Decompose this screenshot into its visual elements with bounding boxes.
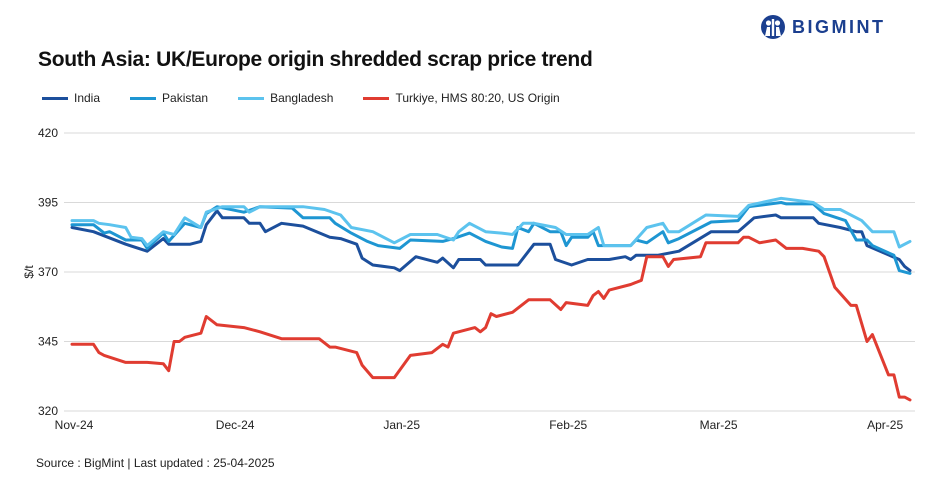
series-line-turkiye — [70, 235, 912, 402]
legend-item-india: India — [42, 91, 100, 105]
legend-label: Pakistan — [162, 91, 209, 105]
bigmint-logo-text: BIGMINT — [792, 16, 886, 37]
legend-item-turkiye: Turkiye, HMS 80:20, US Origin — [363, 91, 560, 105]
legend-swatch — [238, 96, 265, 100]
legend-item-pakistan: Pakistan — [130, 91, 208, 105]
y-tick-label: 345 — [38, 335, 58, 349]
gridlines — [64, 132, 915, 412]
x-tick-label: Apr-25 — [867, 418, 903, 432]
x-tick-label: Nov-24 — [55, 418, 94, 432]
x-tick-label: Mar-25 — [700, 418, 738, 432]
series-line-india — [70, 209, 912, 273]
y-tick-label: 395 — [38, 196, 58, 210]
x-tick-label: Feb-25 — [549, 418, 587, 432]
y-tick-label: 370 — [38, 265, 58, 279]
series-lines — [70, 196, 912, 402]
legend-swatch — [130, 96, 157, 100]
source-note: Source : BigMint | Last updated : 25-04-… — [36, 456, 275, 470]
y-tick-label: 320 — [38, 404, 58, 418]
legend-label: Bangladesh — [270, 91, 334, 105]
y-axis-label: $/t — [22, 265, 36, 279]
series-line-bangladesh — [70, 196, 912, 249]
x-tick-label: Jan-25 — [383, 418, 420, 432]
y-tick-label: 420 — [38, 126, 58, 140]
bigmint-logo-icon — [761, 15, 785, 39]
x-tick-label: Dec-24 — [216, 418, 255, 432]
legend-item-bangladesh: Bangladesh — [238, 91, 333, 105]
series-line-pakistan — [70, 201, 912, 275]
bigmint-logo: BIGMINT — [760, 14, 886, 40]
legend-label: Turkiye, HMS 80:20, US Origin — [395, 91, 560, 105]
legend-label: India — [74, 91, 101, 105]
y-tick-labels: 320 345 370 395 420 — [38, 126, 58, 418]
legend-swatch — [363, 96, 390, 100]
legend: India Pakistan Bangladesh Turkiye, HMS 8… — [42, 91, 590, 105]
x-tick-labels: Nov-24 Dec-24 Jan-25 Feb-25 Mar-25 Apr-25 — [55, 418, 904, 432]
chart-title: South Asia: UK/Europe origin shredded sc… — [38, 48, 593, 71]
legend-swatch — [42, 96, 68, 100]
